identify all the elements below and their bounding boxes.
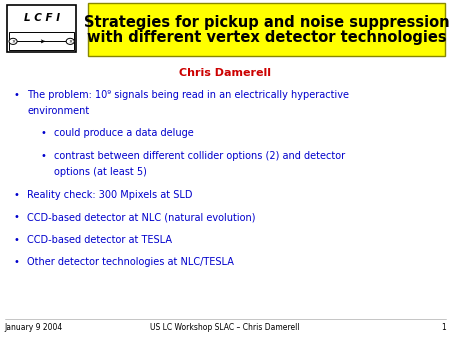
Text: Reality check: 300 Mpixels at SLD: Reality check: 300 Mpixels at SLD [27, 190, 193, 200]
Text: Chris Damerell: Chris Damerell [179, 68, 271, 78]
Text: L C F I: L C F I [23, 13, 60, 23]
Bar [7, 5, 77, 52]
Text: ×: × [11, 39, 15, 44]
Text: •: • [14, 190, 19, 200]
Text: with different vertex detector technologies: with different vertex detector technolog… [87, 29, 446, 45]
Text: January 9 2004: January 9 2004 [4, 323, 63, 332]
Text: •: • [14, 212, 19, 222]
Circle shape [9, 38, 17, 44]
Circle shape [66, 38, 74, 44]
Text: options (at least 5): options (at least 5) [54, 167, 147, 177]
Text: Other detector technologies at NLC/TESLA: Other detector technologies at NLC/TESLA [27, 257, 234, 267]
Text: The problem: 10⁹ signals being read in an electrically hyperactive: The problem: 10⁹ signals being read in a… [27, 90, 349, 100]
Bar [9, 32, 74, 50]
Text: CCD-based detector at TESLA: CCD-based detector at TESLA [27, 235, 172, 245]
Text: contrast between different collider options (2) and detector: contrast between different collider opti… [54, 151, 345, 161]
Text: 1: 1 [441, 323, 446, 332]
Bar [88, 3, 445, 56]
Text: •: • [14, 235, 19, 245]
Text: Strategies for pickup and noise suppression: Strategies for pickup and noise suppress… [84, 15, 450, 30]
Text: •: • [40, 151, 46, 161]
Text: •: • [14, 90, 19, 100]
Text: CCD-based detector at NLC (natural evolution): CCD-based detector at NLC (natural evolu… [27, 212, 256, 222]
Text: environment: environment [27, 106, 89, 116]
Text: •: • [14, 257, 19, 267]
Text: could produce a data deluge: could produce a data deluge [54, 128, 194, 138]
Text: •: • [40, 128, 46, 138]
Text: ×: × [68, 39, 72, 44]
Text: US LC Workshop SLAC – Chris Damerell: US LC Workshop SLAC – Chris Damerell [150, 323, 300, 332]
